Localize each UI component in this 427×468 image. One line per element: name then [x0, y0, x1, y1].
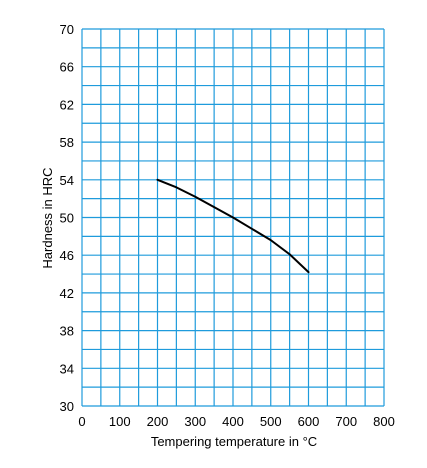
x-tick-label: 200: [147, 414, 169, 429]
x-tick-label: 800: [373, 414, 395, 429]
y-tick-label: 50: [60, 211, 74, 226]
series-line: [156, 178, 310, 274]
grid: [81, 28, 385, 407]
y-axis-label: Hardness in HRC: [40, 167, 55, 268]
y-tick-label: 38: [60, 324, 74, 339]
y-tick-label: 54: [60, 173, 74, 188]
y-tick-label: 58: [60, 135, 74, 150]
x-axis-label: Tempering temperature in °C: [151, 434, 317, 449]
y-tick-label: 70: [60, 22, 74, 37]
y-tick-label: 42: [60, 286, 74, 301]
y-tick-label: 34: [60, 361, 74, 376]
x-tick-label: 0: [78, 414, 85, 429]
x-tick-label: 100: [109, 414, 131, 429]
y-tick-label: 46: [60, 248, 74, 263]
x-tick-label: 600: [298, 414, 320, 429]
y-tick-label: 62: [60, 97, 74, 112]
series: [156, 178, 310, 274]
x-tick-labels: 0 100 200 300 400 500 600 700 800: [78, 414, 394, 429]
x-tick-label: 500: [260, 414, 282, 429]
y-tick-labels: 30 34 38 42 46 50 54 58 62 66 70: [60, 22, 74, 414]
x-tick-label: 700: [335, 414, 357, 429]
x-tick-label: 300: [184, 414, 206, 429]
y-tick-label: 30: [60, 399, 74, 414]
x-tick-label: 400: [222, 414, 244, 429]
y-tick-label: 66: [60, 60, 74, 75]
